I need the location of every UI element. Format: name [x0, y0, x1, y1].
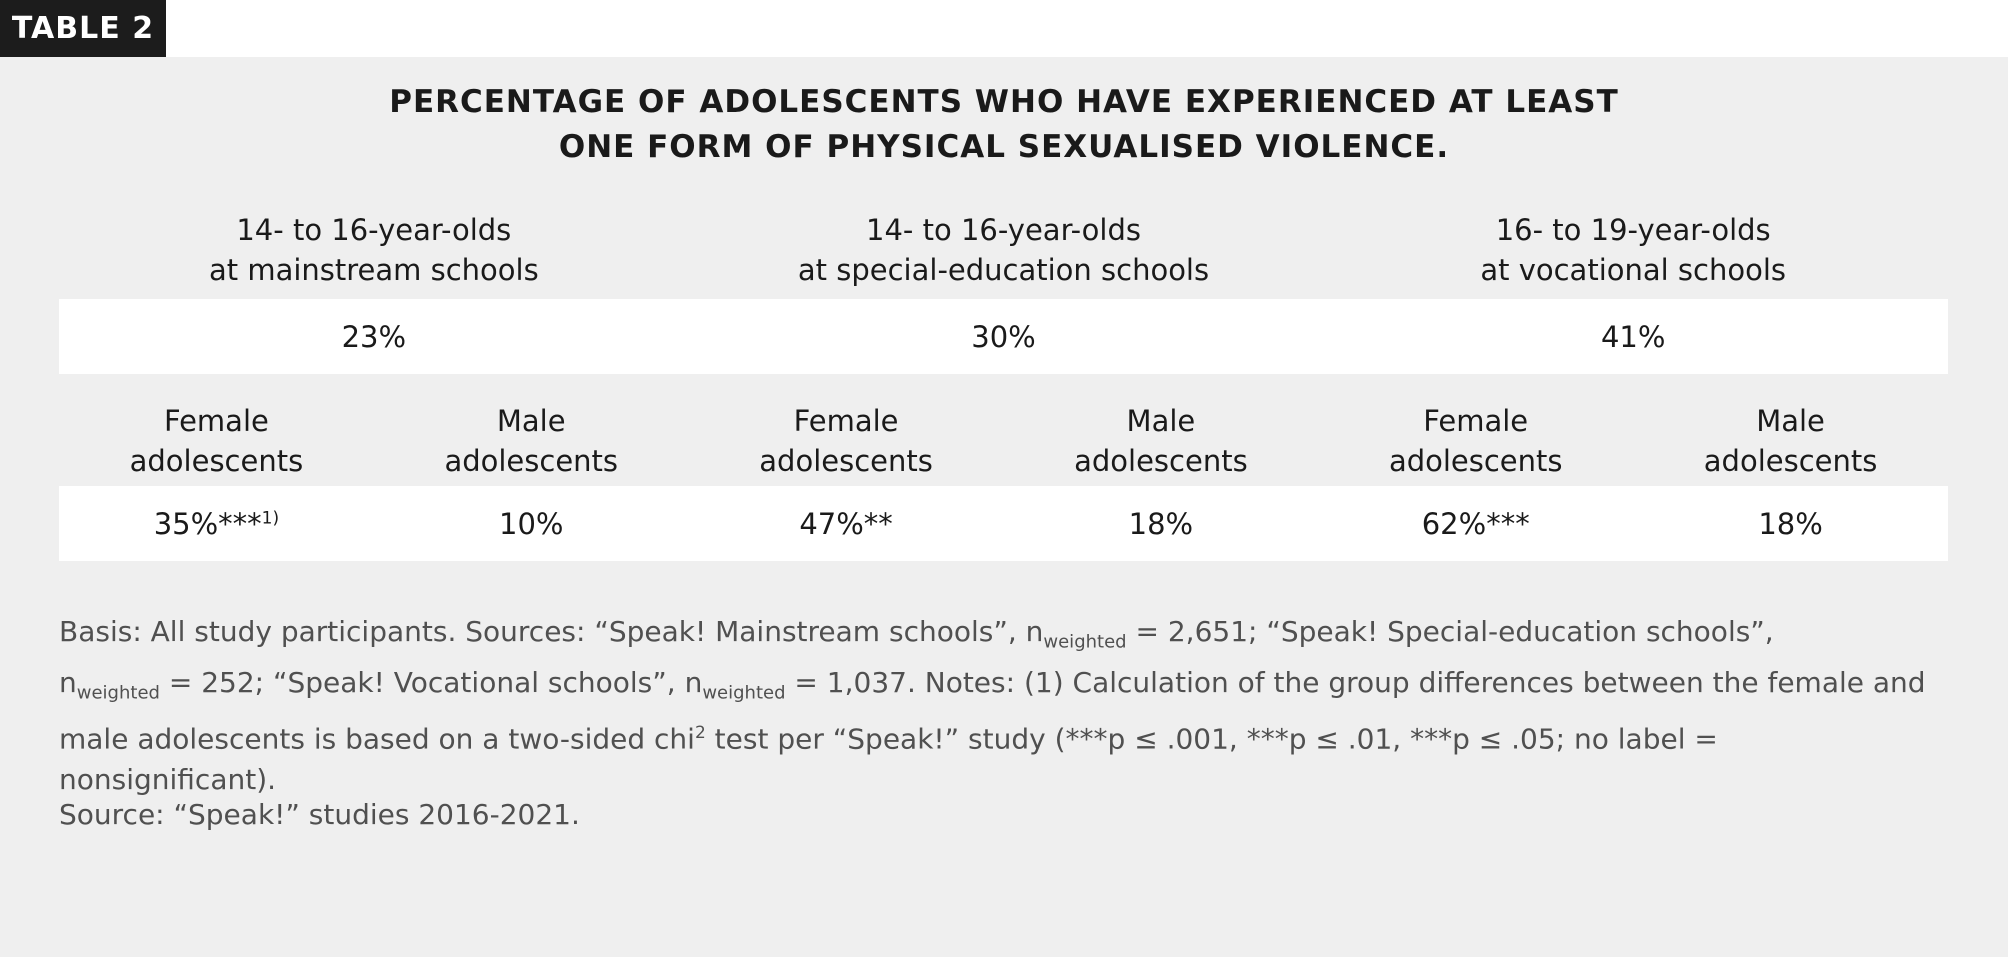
- gender-value-cell: 18%: [1758, 506, 1823, 541]
- group-header-line: at mainstream schools: [208, 253, 539, 287]
- gender-value-cell: 62%***: [1421, 506, 1530, 541]
- gender-header: Female adolescents: [1318, 393, 1633, 488]
- footnote-text: = 252; “Speak! Vocational schools”, n: [159, 665, 703, 699]
- group-header-line: at vocational schools: [1480, 253, 1787, 287]
- gender-header-line: Female: [163, 404, 269, 438]
- footnote-text: = 1,037. Notes: (1) Calculation of the g…: [59, 665, 1926, 756]
- group-header-line: 14- to 16-year-olds: [866, 213, 1141, 247]
- total-cell: 23%: [341, 319, 407, 354]
- gender-header-line: adolescents: [759, 444, 933, 478]
- footnote: Basis: All study participants. Sources: …: [59, 615, 1926, 796]
- group-header: 14- to 16-year-olds at special-education …: [689, 210, 1319, 300]
- footnote-text: test per “Speak!” study (***p ≤ .001, **…: [59, 722, 1718, 796]
- footnote-subscript: weighted: [702, 682, 786, 704]
- value: 35%***: [153, 506, 262, 541]
- group-header: 14- to 16-year-olds at mainstream schools: [59, 210, 689, 300]
- gender-header: Female adolescents: [689, 393, 1004, 488]
- gender-header-line: Female: [793, 404, 899, 438]
- gender-header: Male adolescents: [1003, 393, 1318, 488]
- gender-header: Male adolescents: [374, 393, 689, 488]
- gender-value-cell: 47%**: [799, 506, 893, 541]
- group-header: 16- to 19-year-olds at vocational schools: [1318, 210, 1948, 300]
- gender-value-cell: 10%: [499, 506, 564, 541]
- group-header-line: 16- to 19-year-olds: [1495, 213, 1771, 247]
- gender-header-row: Female adolescents Male adolescents Female…: [59, 393, 1948, 488]
- table-label: TABLE 2: [0, 0, 166, 57]
- footnote-text: = 2,651; “Speak! Special-education schoo…: [1126, 615, 1774, 648]
- gender-value-cell: 35%***1): [59, 507, 374, 541]
- footnote-subscript: weighted: [76, 682, 160, 704]
- gender-header: Female adolescents: [59, 393, 374, 488]
- group-header-row: 14- to 16-year-olds at mainstream schools…: [59, 210, 1948, 300]
- gender-header-line: adolescents: [444, 444, 619, 478]
- gender-header-line: Male: [1126, 404, 1196, 438]
- gender-header: Male adolescents: [1633, 393, 1948, 488]
- source-note: Source: “Speak!” studies 2016-2021.: [59, 798, 580, 831]
- gender-header-line: Female: [1423, 404, 1529, 438]
- total-row: 23% 30% 41%: [59, 299, 1948, 374]
- group-header-line: at special-education schools: [797, 253, 1210, 287]
- table-title: PERCENTAGE OF ADOLESCENTS WHO HAVE EXPER…: [0, 80, 2008, 170]
- footnote-subscript: weighted: [1043, 631, 1127, 653]
- footnote-marker: 1): [261, 507, 280, 528]
- gender-header-line: adolescents: [1703, 444, 1878, 478]
- gender-header-line: Male: [1756, 404, 1825, 438]
- total-cell: 30%: [971, 319, 1036, 354]
- title-line-1: PERCENTAGE OF ADOLESCENTS WHO HAVE EXPER…: [389, 84, 1619, 120]
- gender-header-line: adolescents: [129, 444, 304, 478]
- title-line-2: ONE FORM OF PHYSICAL SEXUALISED VIOLENCE…: [558, 129, 1450, 165]
- footnote-superscript: 2: [694, 723, 706, 744]
- gender-value-row: 35%***1) 10% 47%** 18% 62%*** 18%: [59, 486, 1948, 561]
- gender-value-cell: 18%: [1128, 506, 1194, 541]
- total-cell: 41%: [1600, 319, 1666, 354]
- footnote-text: Basis: All study participants. Sources: …: [59, 615, 1044, 648]
- gender-header-line: Male: [496, 404, 566, 438]
- group-header-line: 14- to 16-year-olds: [236, 213, 512, 247]
- gender-header-line: adolescents: [1074, 444, 1248, 478]
- gender-header-line: adolescents: [1388, 444, 1563, 478]
